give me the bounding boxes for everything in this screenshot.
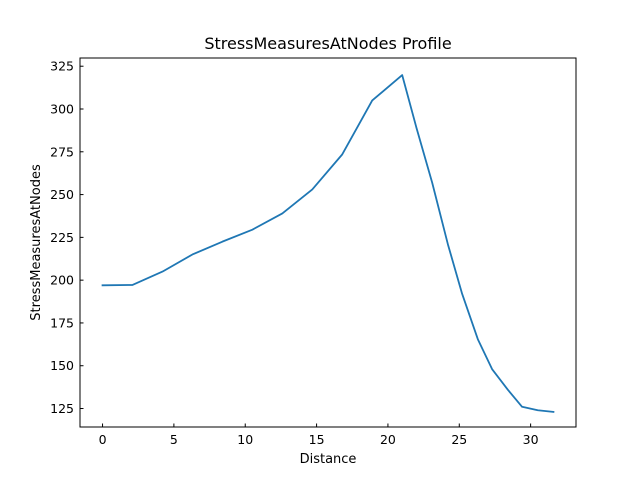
x-tick-label: 15 xyxy=(309,432,325,447)
series-line xyxy=(101,74,555,413)
y-tick-label: 175 xyxy=(50,315,74,330)
x-axis-ticks: 0 5 10 15 20 25 30 xyxy=(99,423,539,447)
y-axis-label: StressMeasuresAtNodes xyxy=(29,164,44,321)
x-tick-label: 20 xyxy=(380,432,396,447)
x-tick-label: 0 xyxy=(99,432,107,447)
plot-area xyxy=(80,58,576,427)
plot-frame xyxy=(79,57,577,428)
y-tick-label: 225 xyxy=(50,230,74,245)
x-tick-label: 5 xyxy=(170,432,178,447)
x-tick-label: 30 xyxy=(523,432,539,447)
data-marks xyxy=(101,74,555,413)
y-tick-label: 325 xyxy=(50,59,74,74)
y-tick-label: 275 xyxy=(50,144,74,159)
y-tick-label: 300 xyxy=(50,102,74,117)
chart-title: StressMeasuresAtNodes Profile xyxy=(204,34,451,53)
y-axis-ticks: 125 150 175 200 225 250 275 300 325 xyxy=(50,59,84,416)
y-tick-label: 200 xyxy=(50,273,74,288)
y-tick-label: 250 xyxy=(50,187,74,202)
y-tick-label: 150 xyxy=(50,358,74,373)
x-axis-label: Distance xyxy=(300,452,357,467)
x-tick-label: 10 xyxy=(237,432,253,447)
y-tick-label: 125 xyxy=(50,401,74,416)
x-tick-label: 25 xyxy=(451,432,467,447)
